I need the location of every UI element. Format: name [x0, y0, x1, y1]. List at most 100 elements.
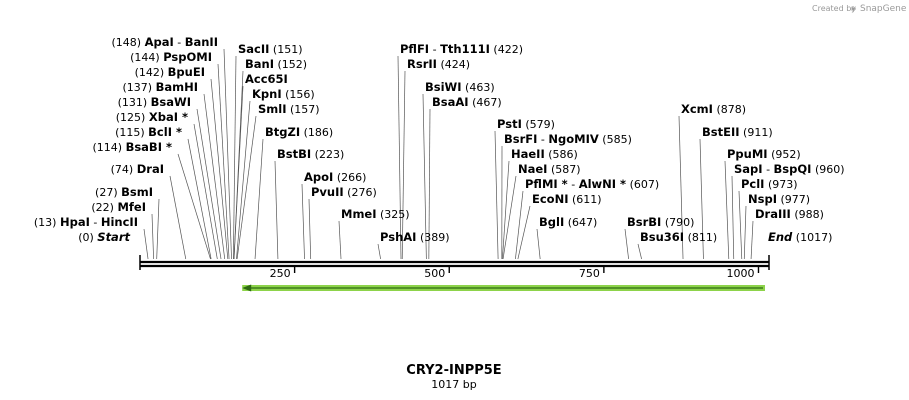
site-label-36: Bsu36I (811) [640, 230, 717, 244]
site-leader-10 [151, 213, 154, 260]
site-pos: (911) [743, 126, 773, 139]
site-name: BsaAI [432, 95, 469, 109]
site-pos: (142) [135, 66, 165, 79]
site-label-38: BstEII (911) [702, 125, 773, 139]
snapgene-logo-icon: ◈ [850, 4, 857, 13]
site-name: BsmI [121, 185, 153, 199]
site-pos: (424) [440, 58, 470, 71]
site-leader-24 [401, 70, 406, 260]
site-name: BamHI [156, 80, 198, 94]
site-pos: (125) [116, 111, 146, 124]
site-name: SacII [238, 42, 269, 56]
site-leader-23 [397, 55, 402, 260]
site-name: BtgZI [265, 125, 300, 139]
site-name: HaeII [511, 147, 545, 161]
site-leader-30 [502, 160, 510, 260]
site-leader-8 [169, 175, 187, 260]
site-pos: (878) [716, 103, 746, 116]
site-name: BanI [245, 57, 274, 71]
site-label-18: BtgZI (186) [265, 125, 333, 139]
site-label-31: NaeI (587) [518, 162, 581, 176]
axis-tick-label-750: 750 [579, 267, 600, 280]
site-label-21: PvuII (276) [311, 185, 377, 199]
site-name: Acc65I [245, 72, 288, 86]
site-label-27: PshAI (389) [380, 230, 450, 244]
site-pos: (389) [420, 231, 450, 244]
site-pos: (115) [115, 126, 145, 139]
site-name2: NgoMIV [548, 132, 598, 146]
axis-tick-label-1000: 1000 [726, 267, 754, 280]
feature-arrow[interactable] [242, 284, 765, 292]
site-pos: (790) [665, 216, 695, 229]
site-name: Bsu36I [640, 230, 684, 244]
site-label-1: (144) PspOMI [130, 50, 212, 64]
site-label-30: HaeII (586) [511, 147, 578, 161]
site-leader-0 [223, 48, 232, 260]
site-pos: (586) [548, 148, 578, 161]
site-leader-9 [156, 198, 160, 260]
site-pos: (74) [111, 163, 134, 176]
site-label-37: XcmI (878) [681, 102, 746, 116]
site-leader-3 [203, 93, 226, 260]
site-label-34: BglI (647) [539, 215, 597, 229]
site-name: BsiWI [425, 80, 462, 94]
site-name2: Tth111I [440, 42, 490, 56]
site-pos: (611) [572, 193, 602, 206]
site-name: BpuEI [168, 65, 205, 79]
site-label-5: (125) XbaI * [116, 110, 188, 124]
site-label-33: EcoNI (611) [532, 192, 602, 206]
site-name: ApaI [145, 35, 174, 49]
site-leader-1 [217, 63, 230, 260]
site-label-44: End (1017) [768, 230, 832, 244]
site-label-17: SmlI (157) [258, 102, 320, 116]
site-name: End [768, 230, 793, 244]
site-leader-15 [233, 85, 244, 260]
site-label-42: NspI (977) [748, 192, 810, 206]
site-pos: (973) [768, 178, 798, 191]
site-leader-43 [750, 220, 754, 260]
site-leader-13 [233, 55, 237, 260]
site-leader-18 [254, 138, 264, 260]
site-name: DraIII [755, 207, 791, 221]
site-pos: (422) [493, 43, 523, 56]
site-pos: (148) [111, 36, 141, 49]
plasmid-length: 1017 bp [431, 378, 476, 391]
site-label-39: PpuMI (952) [727, 147, 801, 161]
site-leader-19 [274, 160, 279, 260]
site-leader-34 [536, 228, 541, 260]
site-leader-42 [743, 205, 747, 260]
site-leader-26 [428, 108, 431, 260]
site-pos: (467) [472, 96, 502, 109]
site-leader-21 [308, 198, 312, 260]
site-leader-35 [624, 228, 629, 260]
site-label-12: (0) Start [78, 230, 130, 244]
site-label-24: RsrII (424) [407, 57, 470, 71]
site-label-6: (115) BclI * [115, 125, 182, 139]
site-label-15: Acc65I [245, 72, 288, 86]
site-pos: (223) [315, 148, 345, 161]
site-leader-38 [699, 138, 704, 260]
site-label-32: PflMI * - AlwNI * (607) [525, 177, 659, 191]
site-name: SapI [734, 162, 763, 176]
site-name: XcmI [681, 102, 713, 116]
site-pos: (952) [771, 148, 801, 161]
site-leader-32 [515, 190, 524, 260]
site-pos: (0) [78, 231, 94, 244]
site-pos: (988) [794, 208, 824, 221]
site-pos: (144) [130, 51, 160, 64]
site-label-20: ApoI (266) [304, 170, 366, 184]
site-name: BstBI [277, 147, 311, 161]
site-label-25: BsiWI (463) [425, 80, 495, 94]
site-name: HpaI [60, 215, 90, 229]
site-name: PshAI [380, 230, 416, 244]
site-pos: (647) [568, 216, 598, 229]
site-name: PflFI [400, 42, 429, 56]
site-name2: HincII [101, 215, 138, 229]
site-sep: - [766, 163, 770, 176]
site-leader-16 [236, 100, 251, 260]
site-pos: (463) [465, 81, 495, 94]
site-sep: - [541, 133, 545, 146]
site-name: XbaI * [149, 110, 188, 124]
site-pos: (811) [688, 231, 718, 244]
site-name: ApoI [304, 170, 333, 184]
